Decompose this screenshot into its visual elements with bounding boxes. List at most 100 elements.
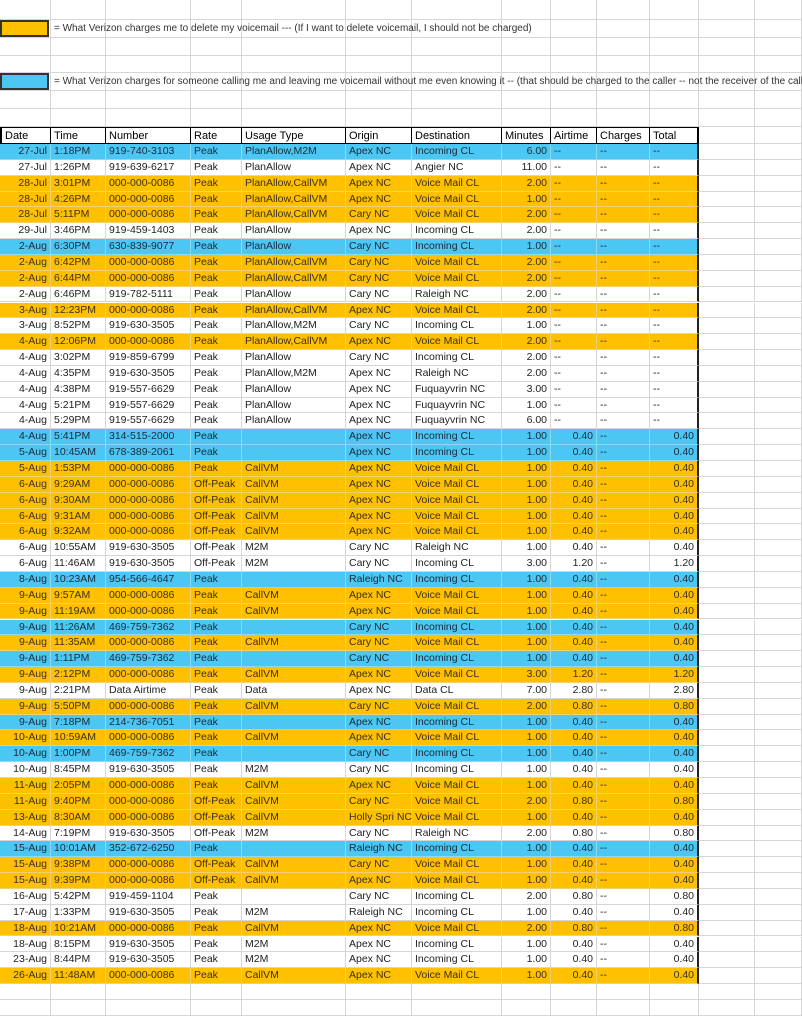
cell-minutes[interactable]: 11.00: [502, 159, 551, 176]
cell-airtime[interactable]: 0.40: [551, 714, 597, 731]
empty-cell[interactable]: [755, 461, 802, 477]
cell-rate[interactable]: Off-Peak: [191, 809, 242, 826]
cell-airtime[interactable]: 0.40: [551, 508, 597, 525]
cell-origin[interactable]: Apex NC: [346, 587, 412, 604]
cell-charges[interactable]: --: [597, 540, 650, 557]
cell-rate[interactable]: Off-Peak: [191, 556, 242, 572]
cell-usage-type[interactable]: CallVM: [242, 587, 346, 604]
cell-number[interactable]: 314-515-2000: [106, 429, 191, 446]
empty-cell[interactable]: [412, 73, 502, 91]
empty-cell[interactable]: [755, 999, 802, 1016]
empty-cell[interactable]: [412, 91, 502, 109]
empty-cell[interactable]: [755, 682, 802, 699]
cell-total[interactable]: 0.40: [650, 492, 699, 509]
cell-date[interactable]: 15-Aug: [0, 857, 51, 874]
cell-time[interactable]: 8:45PM: [51, 762, 106, 778]
cell-total[interactable]: 0.40: [650, 540, 699, 557]
empty-cell[interactable]: [699, 365, 755, 382]
cell-minutes[interactable]: 1.00: [502, 318, 551, 335]
cell-date[interactable]: 9-Aug: [0, 714, 51, 731]
empty-cell[interactable]: [699, 413, 755, 430]
cell-date[interactable]: 4-Aug: [0, 429, 51, 446]
empty-cell[interactable]: [699, 556, 755, 572]
cell-airtime[interactable]: 0.40: [551, 603, 597, 620]
cell-rate[interactable]: Off-Peak: [191, 492, 242, 509]
cell-usage-type[interactable]: PlanAllow: [242, 381, 346, 398]
empty-cell[interactable]: [755, 587, 802, 604]
cell-time[interactable]: 11:46AM: [51, 556, 106, 572]
cell-total[interactable]: 0.40: [650, 730, 699, 747]
cell-airtime[interactable]: 0.40: [551, 619, 597, 636]
empty-cell[interactable]: [755, 651, 802, 668]
empty-cell[interactable]: [699, 540, 755, 557]
cell-origin[interactable]: Apex NC: [346, 175, 412, 192]
empty-cell[interactable]: [699, 762, 755, 778]
cell-time[interactable]: 9:31AM: [51, 508, 106, 525]
cell-number[interactable]: 000-000-0086: [106, 730, 191, 747]
cell-origin[interactable]: Apex NC: [346, 968, 412, 985]
cell-origin[interactable]: Cary NC: [346, 254, 412, 271]
empty-cell[interactable]: [755, 175, 802, 192]
empty-cell[interactable]: [755, 603, 802, 620]
empty-cell[interactable]: [699, 667, 755, 683]
empty-cell[interactable]: [755, 365, 802, 382]
cell-destination[interactable]: Voice Mail CL: [412, 635, 502, 652]
cell-destination[interactable]: Incoming CL: [412, 651, 502, 668]
cell-time[interactable]: 10:45AM: [51, 445, 106, 461]
cell-date[interactable]: 2-Aug: [0, 286, 51, 303]
empty-cell[interactable]: [502, 38, 551, 56]
empty-cell[interactable]: [755, 873, 802, 889]
cell-number[interactable]: 919-630-3505: [106, 762, 191, 778]
cell-total[interactable]: 0.80: [650, 698, 699, 715]
cell-airtime[interactable]: 0.40: [551, 461, 597, 477]
cell-number[interactable]: 919-557-6629: [106, 413, 191, 430]
cell-time[interactable]: 9:30AM: [51, 492, 106, 509]
empty-cell[interactable]: [191, 91, 242, 109]
cell-number[interactable]: 919-630-3505: [106, 556, 191, 572]
cell-time[interactable]: 7:18PM: [51, 714, 106, 731]
cell-time[interactable]: 9:32AM: [51, 524, 106, 541]
cell-airtime[interactable]: --: [551, 144, 597, 160]
cell-time[interactable]: 10:59AM: [51, 730, 106, 747]
cell-date[interactable]: 27-Jul: [0, 159, 51, 176]
cell-usage-type[interactable]: CallVM: [242, 603, 346, 620]
cell-number[interactable]: 000-000-0086: [106, 635, 191, 652]
cell-destination[interactable]: Voice Mail CL: [412, 809, 502, 826]
empty-cell[interactable]: [755, 556, 802, 572]
cell-rate[interactable]: Peak: [191, 334, 242, 351]
cell-total[interactable]: 0.80: [650, 825, 699, 842]
cell-date[interactable]: 6-Aug: [0, 476, 51, 493]
cell-destination[interactable]: Incoming CL: [412, 936, 502, 953]
cell-charges[interactable]: --: [597, 397, 650, 414]
cell-destination[interactable]: Incoming CL: [412, 952, 502, 969]
cell-rate[interactable]: Off-Peak: [191, 857, 242, 874]
cell-time[interactable]: 5:11PM: [51, 207, 106, 224]
cell-charges[interactable]: --: [597, 286, 650, 303]
cell-airtime[interactable]: 0.40: [551, 857, 597, 874]
cell-total[interactable]: 0.40: [650, 904, 699, 921]
empty-cell[interactable]: [51, 984, 106, 1000]
cell-number[interactable]: 919-630-3505: [106, 318, 191, 335]
cell-date[interactable]: 6-Aug: [0, 524, 51, 541]
cell-total[interactable]: 0.80: [650, 920, 699, 937]
cell-total[interactable]: --: [650, 302, 699, 319]
empty-cell[interactable]: [242, 20, 346, 38]
cell-destination[interactable]: Voice Mail CL: [412, 524, 502, 541]
empty-cell[interactable]: [346, 56, 412, 73]
cell-number[interactable]: 000-000-0086: [106, 207, 191, 224]
empty-cell[interactable]: [755, 968, 802, 985]
cell-time[interactable]: 8:15PM: [51, 936, 106, 953]
cell-airtime[interactable]: --: [551, 270, 597, 287]
empty-cell[interactable]: [502, 0, 551, 20]
cell-destination[interactable]: Incoming CL: [412, 318, 502, 335]
empty-cell[interactable]: [699, 381, 755, 398]
empty-cell[interactable]: [699, 952, 755, 969]
cell-origin[interactable]: Apex NC: [346, 476, 412, 493]
cell-rate[interactable]: Peak: [191, 223, 242, 240]
cell-destination[interactable]: Incoming CL: [412, 571, 502, 588]
cell-number[interactable]: 919-630-3505: [106, 365, 191, 382]
cell-number[interactable]: 469-759-7362: [106, 651, 191, 668]
empty-cell[interactable]: [699, 20, 755, 38]
cell-airtime[interactable]: --: [551, 302, 597, 319]
cell-rate[interactable]: Peak: [191, 429, 242, 446]
